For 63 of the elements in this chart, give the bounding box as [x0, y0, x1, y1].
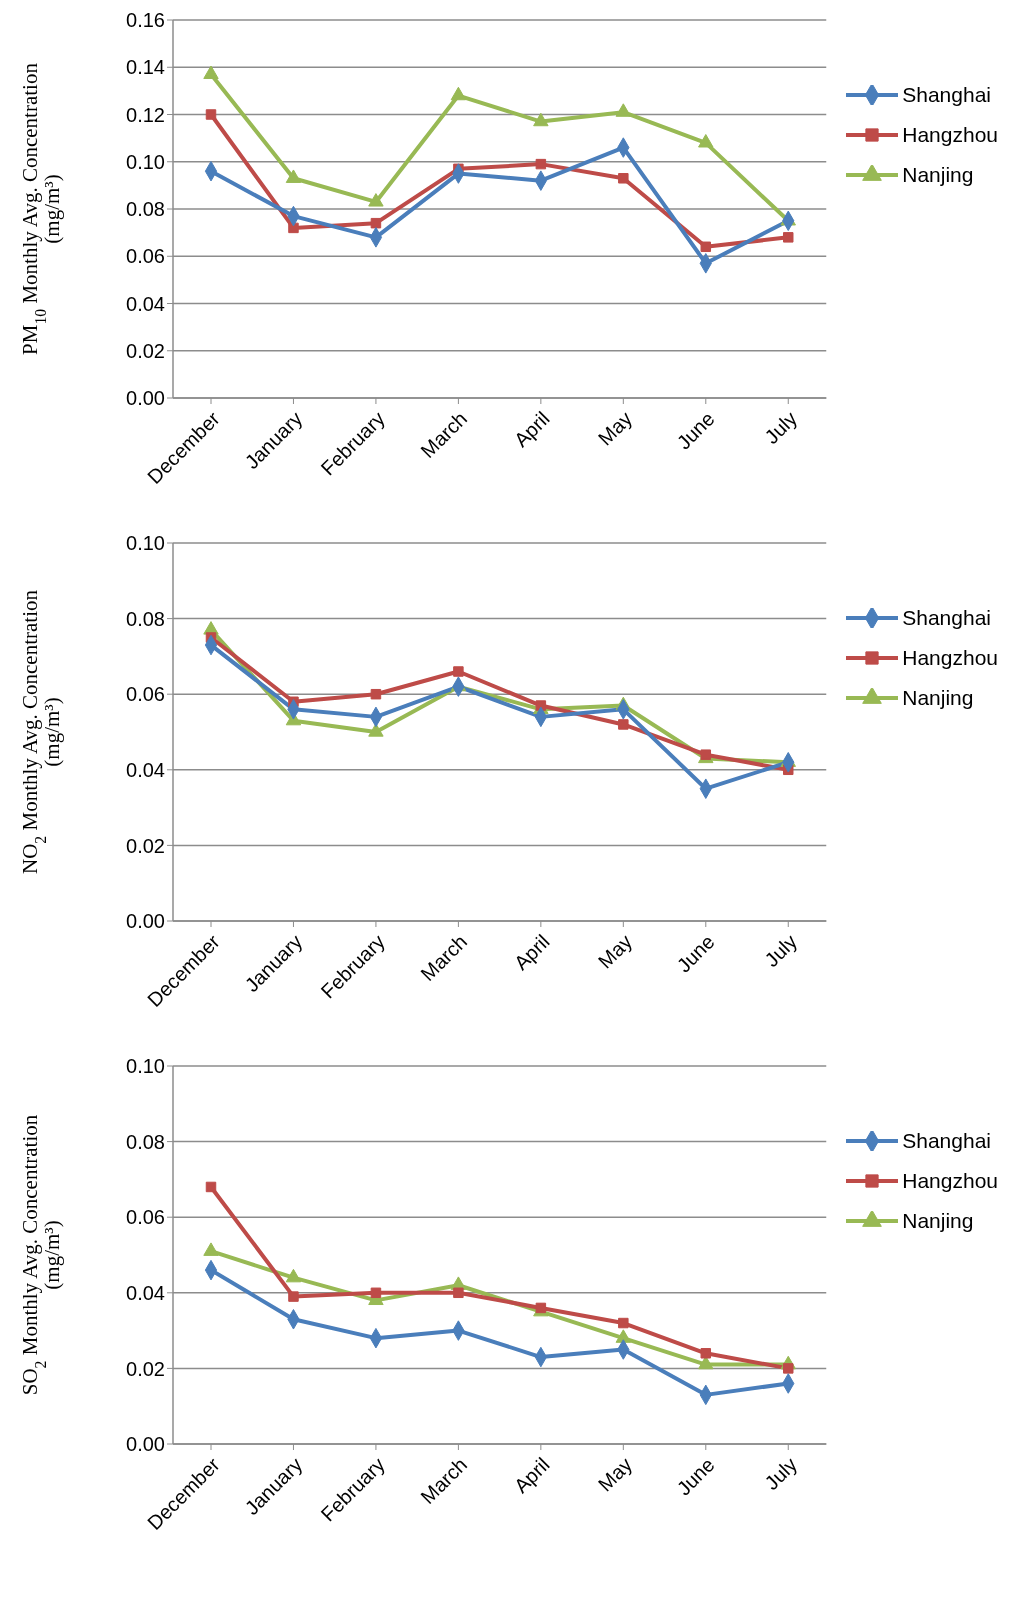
point [535, 158, 547, 170]
point [618, 719, 629, 730]
y-tick-label: 0.16 [126, 9, 165, 32]
x-tick-label: May [593, 930, 637, 973]
y-tick-label: 0.08 [126, 1130, 165, 1153]
x-tick-label: July [760, 1453, 802, 1495]
y-tick-label: 0.12 [126, 103, 165, 126]
point [618, 1317, 629, 1329]
x-tick-label: June [672, 1453, 719, 1500]
point [205, 109, 217, 120]
legend-label: Shanghai [902, 606, 991, 630]
point [285, 169, 302, 183]
legend-label: Hangzhou [902, 646, 998, 670]
point [533, 112, 549, 127]
y-tick-label: 0.10 [126, 150, 165, 173]
y-tick-label: 0.02 [126, 1357, 165, 1380]
point [698, 134, 714, 148]
y-tick-label: 0.06 [126, 683, 165, 706]
legend-label: Nanjing [902, 1209, 974, 1233]
y-tick-label: 0.10 [126, 532, 165, 555]
point [288, 1291, 299, 1302]
y-tick-label: 0.04 [126, 1281, 165, 1304]
point [453, 1287, 464, 1299]
point [370, 1287, 382, 1299]
point [368, 193, 384, 207]
point [453, 666, 464, 677]
legend-label: Shanghai [902, 83, 991, 107]
y-tick-label: 0.00 [126, 387, 165, 410]
point [368, 723, 384, 737]
point [615, 103, 632, 117]
y-tick-label: 0.04 [126, 758, 165, 781]
x-tick-label: July [760, 930, 802, 972]
legend-label: Nanjing [902, 163, 974, 187]
legend-label: Hangzhou [902, 1169, 998, 1193]
y-tick-label: 0.02 [126, 339, 165, 362]
y-tick-label: 0.06 [126, 245, 165, 268]
point [700, 749, 712, 760]
y-tick-label: 0.08 [126, 198, 165, 221]
x-tick-label: July [760, 407, 802, 449]
point [783, 232, 794, 243]
point [450, 86, 467, 101]
y-tick-label: 0.10 [126, 1055, 165, 1078]
x-tick-label: June [672, 930, 719, 977]
x-tick-label: May [593, 1453, 637, 1496]
legend-label: Hangzhou [902, 123, 998, 147]
point [700, 1348, 712, 1359]
y-tick-label: 0.14 [126, 56, 165, 79]
x-tick-label: June [672, 407, 719, 454]
legend-label: Nanjing [902, 686, 974, 710]
point [205, 1181, 217, 1193]
point [618, 173, 629, 184]
point [370, 688, 382, 700]
point [700, 241, 712, 253]
y-tick-label: 0.06 [126, 1206, 165, 1229]
y-tick-label: 0.08 [126, 607, 165, 630]
legend-label: Shanghai [902, 1129, 991, 1153]
point [370, 217, 382, 229]
y-tick-label: 0.04 [126, 292, 165, 315]
y-tick-label: 0.00 [126, 1433, 165, 1456]
x-tick-label: May [593, 407, 637, 450]
y-tick-label: 0.00 [126, 910, 165, 933]
y-tick-label: 0.02 [126, 834, 165, 857]
point [203, 65, 219, 79]
